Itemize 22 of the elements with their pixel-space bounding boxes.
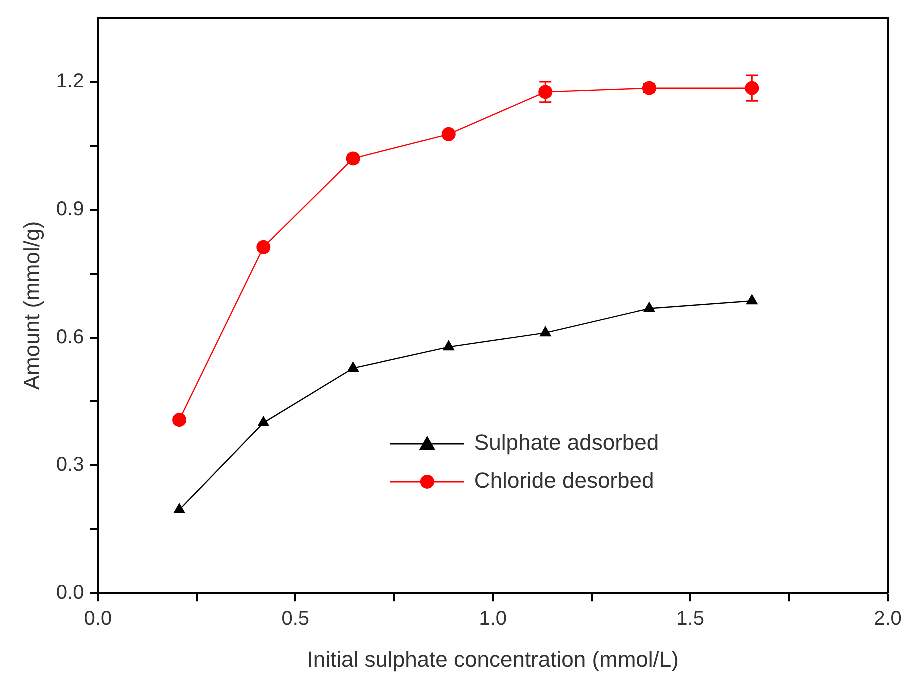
x-axis-title: Initial sulphate concentration (mmol/L)	[307, 646, 679, 672]
point	[643, 302, 656, 312]
point	[347, 361, 360, 372]
y-tick-label: 0.3	[56, 454, 84, 476]
x-tick-label: 0.0	[84, 608, 112, 630]
y-tick-label: 1.2	[56, 70, 84, 92]
point	[442, 340, 455, 351]
y-tick-label: 0.6	[56, 326, 84, 348]
point	[173, 503, 186, 514]
point	[256, 240, 271, 254]
point	[540, 326, 552, 337]
y-tick-label: 0.9	[56, 198, 84, 220]
point	[746, 294, 758, 305]
y-axis-title: Amount (mmol/g)	[19, 221, 44, 390]
legend-label: Chloride desorbed	[474, 468, 654, 494]
y-tick-label: 0.0	[56, 582, 84, 604]
x-tick-label: 0.5	[282, 608, 310, 630]
point	[258, 416, 270, 427]
legend-label: Sulphate adsorbed	[474, 430, 660, 456]
x-tick-label: 2.0	[874, 608, 902, 630]
x-tick-label: 1.0	[479, 608, 508, 630]
x-tick-label: 1.5	[676, 608, 704, 630]
